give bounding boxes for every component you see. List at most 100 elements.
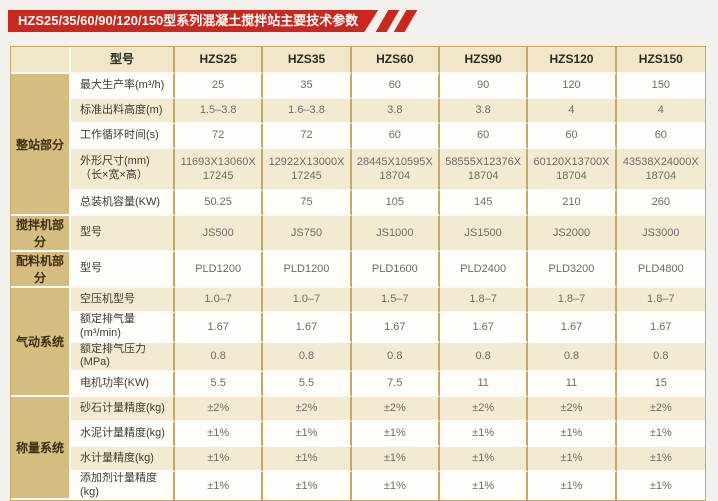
table-row: 气动系统 空压机型号 1.0–7 1.0–7 1.5–7 1.8–7 1.8–7 1.8–7 xyxy=(11,288,705,397)
param-value-cell: 145 xyxy=(439,191,529,216)
table-row: 额定排气量(m³/min) 1.67 1.67 1.67 1.67 1.67 1.67 xyxy=(11,313,705,343)
param-value-cell: 1.5–3.8 xyxy=(175,99,264,124)
param-value-cell: PLD4800 xyxy=(616,252,705,288)
param-value-cell: 1.8–7 xyxy=(439,288,529,313)
param-value-cell: 60 xyxy=(528,124,617,149)
param-value-cell: ±1% xyxy=(263,472,352,500)
table-row: 水计量精度(kg) ±1% ±1% ±1% ±1% ±1% ±1% xyxy=(11,447,705,472)
table-row: 电机功率(KW) 5.5 5.5 7.5 11 11 15 xyxy=(11,372,705,397)
table-row: 工作循环时间(s) 72 72 60 60 60 60 xyxy=(11,124,705,149)
corner-cell xyxy=(11,47,71,74)
param-value-cell: 72 xyxy=(263,124,352,149)
param-value-cell: 50.25 xyxy=(175,191,264,216)
param-value-cell: 72 xyxy=(175,124,264,149)
param-value-cell: 58555X12376X 18704 xyxy=(439,149,529,191)
param-value-cell: PLD2400 xyxy=(439,252,529,288)
param-value-cell: ±1% xyxy=(439,422,529,447)
param-value-cell: ±2% xyxy=(175,397,264,422)
param-label-cell: 外形尺寸(mm) （长×宽×高） xyxy=(71,149,175,191)
param-value-cell: 4 xyxy=(616,99,705,124)
param-value-cell: ±1% xyxy=(616,447,705,472)
param-value-cell: ±1% xyxy=(616,422,705,447)
param-value-cell: 3.8 xyxy=(351,99,440,124)
param-value-cell: ±1% xyxy=(351,422,440,447)
table-row: 称量系统 砂石计量精度(kg) ±2% ±2% ±2% ±2% ±2% ±2% xyxy=(11,397,705,500)
table-row: 搅拌机部分 型号 JS500 JS750 JS1000 JS1500 JS2000 JS300… xyxy=(11,216,705,252)
specs-table: 型号 HZS25 HZS35 HZS60 HZS90 HZS120 HZS150 整站部分 最大… xyxy=(10,46,706,501)
param-value-cell: 0.8 xyxy=(175,342,264,372)
param-label-cell: 水计量精度(kg) xyxy=(71,447,175,472)
param-value-cell: ±1% xyxy=(175,447,264,472)
param-label-cell: 砂石计量精度(kg) xyxy=(71,397,175,422)
param-value-cell: 4 xyxy=(528,99,617,124)
param-label-cell: 最大生产率(m³/h) xyxy=(71,74,175,99)
table-row: 标准出料高度(m) 1.5–3.8 1.6–3.8 3.8 3.8 4 4 xyxy=(11,99,705,124)
param-value-cell: 0.8 xyxy=(439,342,529,372)
param-label-cell: 额定排气量(m³/min) xyxy=(71,313,175,343)
model-name-cell: HZS150 xyxy=(616,47,705,74)
param-value-cell: 60 xyxy=(439,124,529,149)
param-label-cell: 水泥计量精度(kg) xyxy=(71,422,175,447)
param-value-cell: 105 xyxy=(351,191,440,216)
model-name-cell: HZS25 xyxy=(175,47,264,74)
param-value-cell: 7.5 xyxy=(351,372,440,397)
param-value-cell: JS1000 xyxy=(351,216,440,252)
param-value-cell: JS3000 xyxy=(616,216,705,252)
param-value-cell: ±2% xyxy=(528,397,617,422)
param-value-cell: 60 xyxy=(616,124,705,149)
param-value-cell: 0.8 xyxy=(528,342,617,372)
param-label-cell: 电机功率(KW) xyxy=(71,372,175,397)
param-value-cell: 120 xyxy=(528,74,617,99)
param-value-cell: 150 xyxy=(616,74,705,99)
param-value-cell: ±1% xyxy=(439,472,529,500)
param-value-cell: 5.5 xyxy=(175,372,264,397)
param-value-cell: ±1% xyxy=(263,447,352,472)
param-label-cell: 额定排气压力(MPa) xyxy=(71,342,175,372)
param-value-cell: PLD1200 xyxy=(263,252,352,288)
param-value-cell: 25 xyxy=(175,74,264,99)
param-value-cell: ±1% xyxy=(175,422,264,447)
param-value-cell: 1.67 xyxy=(439,313,529,343)
param-label-cell: 添加剂计量精度(kg) xyxy=(71,472,175,500)
param-value-cell: 11693X13060X 17245 xyxy=(175,149,264,191)
table-row: 添加剂计量精度(kg) ±1% ±1% ±1% ±1% ±1% ±1% xyxy=(11,472,705,500)
table-row: 水泥计量精度(kg) ±1% ±1% ±1% ±1% ±1% ±1% xyxy=(11,422,705,447)
table-header-row: 型号 HZS25 HZS35 HZS60 HZS90 HZS120 HZS150 xyxy=(11,47,705,74)
table-row: 总装机容量(KW) 50.25 75 105 145 210 260 xyxy=(11,191,705,216)
section-label-cell: 搅拌机部分 xyxy=(11,216,71,252)
param-value-cell: 60 xyxy=(351,74,440,99)
param-value-cell: ±1% xyxy=(439,447,529,472)
param-value-cell: 15 xyxy=(616,372,705,397)
section-label-cell: 气动系统 xyxy=(11,288,71,397)
table-row: 额定排气压力(MPa) 0.8 0.8 0.8 0.8 0.8 0.8 xyxy=(11,342,705,372)
section-label-cell: 整站部分 xyxy=(11,74,71,216)
param-value-cell: JS1500 xyxy=(439,216,529,252)
section-label-cell: 配料机部分 xyxy=(11,252,71,288)
param-label-cell: 标准出料高度(m) xyxy=(71,99,175,124)
param-value-cell: 11 xyxy=(439,372,529,397)
param-value-cell: 1.67 xyxy=(528,313,617,343)
param-value-cell: PLD3200 xyxy=(528,252,617,288)
param-value-cell: 1.5–7 xyxy=(351,288,440,313)
param-value-cell: 0.8 xyxy=(616,342,705,372)
param-value-cell: 5.5 xyxy=(263,372,352,397)
model-name-cell: HZS35 xyxy=(263,47,352,74)
param-value-cell: 60120X13700X 18704 xyxy=(528,149,617,191)
param-value-cell: 35 xyxy=(263,74,352,99)
param-value-cell: 43538X24000X 18704 xyxy=(616,149,705,191)
param-value-cell: ±2% xyxy=(439,397,529,422)
param-value-cell: 0.8 xyxy=(351,342,440,372)
param-value-cell: 3.8 xyxy=(439,99,529,124)
model-name-cell: HZS90 xyxy=(439,47,529,74)
param-value-cell: 1.67 xyxy=(351,313,440,343)
param-value-cell: ±1% xyxy=(528,472,617,500)
param-value-cell: 0.8 xyxy=(263,342,352,372)
param-value-cell: 1.0–7 xyxy=(263,288,352,313)
param-value-cell: 1.67 xyxy=(616,313,705,343)
param-value-cell: 90 xyxy=(439,74,529,99)
param-value-cell: ±1% xyxy=(351,447,440,472)
param-value-cell: 1.67 xyxy=(175,313,264,343)
param-value-cell: 12922X13000X 17245 xyxy=(263,149,352,191)
param-value-cell: ±1% xyxy=(528,422,617,447)
param-value-cell: 1.8–7 xyxy=(528,288,617,313)
